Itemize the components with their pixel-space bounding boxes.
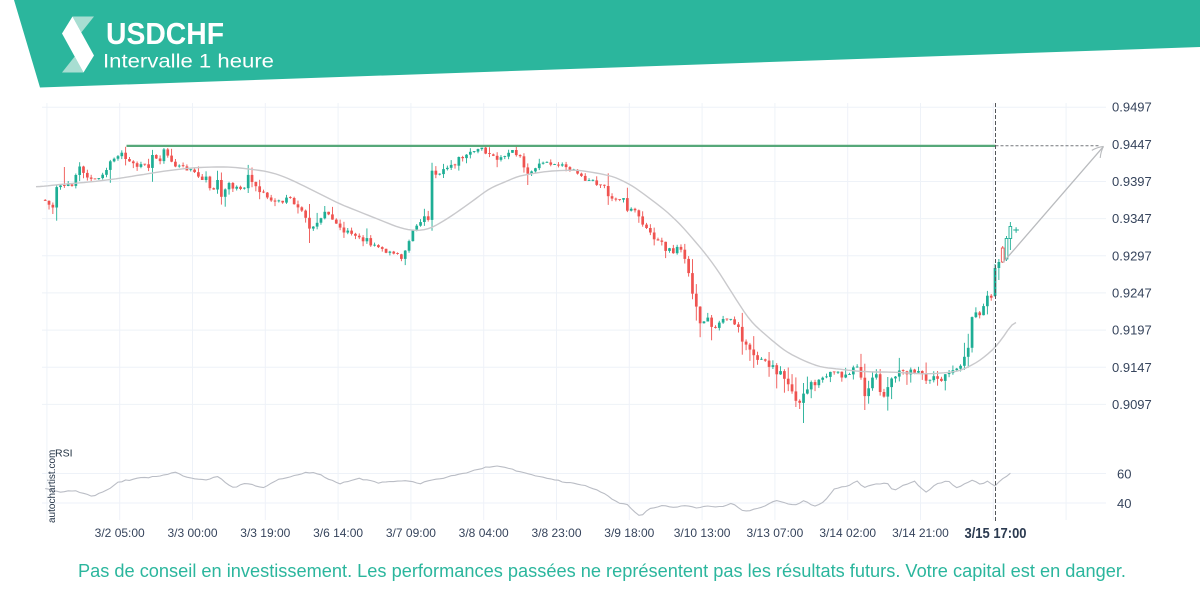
svg-text:60: 60 (1117, 467, 1131, 482)
svg-text:3/13 07:00: 3/13 07:00 (747, 526, 804, 540)
svg-text:autochartist.com: autochartist.com (47, 450, 58, 523)
svg-text:USDCHF: USDCHF (106, 17, 224, 51)
svg-text:40: 40 (1117, 496, 1131, 511)
svg-text:0.9247: 0.9247 (1112, 285, 1152, 300)
svg-text:3/6 14:00: 3/6 14:00 (313, 526, 363, 540)
svg-text:3/7 09:00: 3/7 09:00 (386, 526, 436, 540)
svg-text:Intervalle 1 heure: Intervalle 1 heure (103, 51, 274, 73)
svg-text:0.9147: 0.9147 (1112, 360, 1152, 375)
svg-text:0.9347: 0.9347 (1112, 211, 1152, 226)
svg-text:0.9397: 0.9397 (1112, 174, 1152, 189)
svg-text:0.9197: 0.9197 (1112, 323, 1152, 338)
svg-text:0.9497: 0.9497 (1112, 100, 1152, 115)
svg-text:3/8 04:00: 3/8 04:00 (459, 526, 509, 540)
svg-text:RSI: RSI (55, 448, 73, 460)
svg-text:0.9097: 0.9097 (1112, 397, 1152, 412)
svg-text:3/3 00:00: 3/3 00:00 (167, 526, 217, 540)
svg-text:Pas de conseil en investisseme: Pas de conseil en investissement. Les pe… (78, 560, 1126, 581)
svg-text:3/8 23:00: 3/8 23:00 (531, 526, 581, 540)
svg-text:3/10 13:00: 3/10 13:00 (674, 526, 731, 540)
svg-text:0.9447: 0.9447 (1112, 137, 1152, 152)
svg-text:3/15 17:00: 3/15 17:00 (965, 526, 1027, 542)
svg-text:3/14 02:00: 3/14 02:00 (819, 526, 876, 540)
svg-text:3/3 19:00: 3/3 19:00 (240, 526, 290, 540)
svg-text:0.9297: 0.9297 (1112, 248, 1152, 263)
svg-text:3/9 18:00: 3/9 18:00 (604, 526, 654, 540)
svg-text:3/2 05:00: 3/2 05:00 (95, 526, 145, 540)
svg-text:3/14 21:00: 3/14 21:00 (892, 526, 949, 540)
